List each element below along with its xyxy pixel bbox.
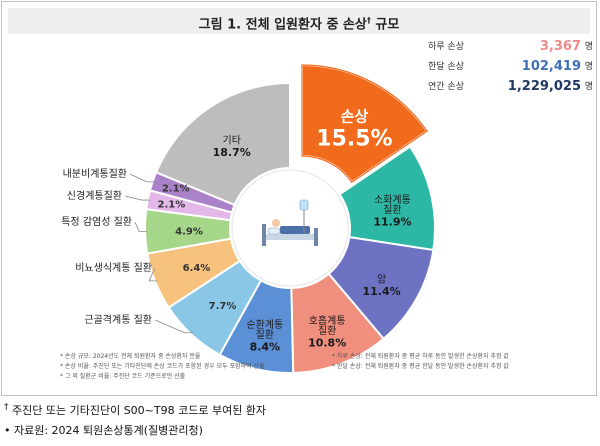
stat-row: 연간 손상 1,229,025 명 (428, 77, 593, 97)
value-label: 8.4% (250, 340, 281, 353)
highlight-outline (301, 64, 428, 184)
category-label: 질환 (318, 325, 336, 337)
category-label: 호흡계통 (309, 314, 346, 327)
figure-title-text: 그림 1. 전체 입원환자 중 손상 (198, 17, 367, 33)
footer-note-marker: † (4, 402, 9, 413)
stat-label: 한달 손상 (428, 62, 464, 72)
category-label: 순환계통 (246, 319, 283, 331)
category-label: 신경계통질환 (67, 189, 122, 202)
donut-slice (154, 81, 291, 207)
category-label: 기타 (223, 135, 241, 147)
category-label: 특정 감염성 질환 (61, 216, 132, 228)
stat-value: 102,419 (521, 59, 581, 74)
value-label: 11.4% (362, 285, 400, 298)
value-label: 2.1% (158, 200, 186, 211)
stat-value: 1,229,025 (507, 79, 581, 94)
value-label: 4.9% (175, 226, 203, 237)
stat-unit: 명 (584, 82, 593, 92)
category-label: 소화계통 (374, 194, 411, 206)
value-label: 11.9% (373, 215, 411, 228)
value-label: 2.1% (162, 184, 190, 195)
leader-lines (124, 173, 193, 334)
value-label: 18.7% (213, 146, 251, 159)
stat-label: 하루 손상 (428, 42, 464, 52)
hospital-bed-icon (262, 199, 318, 246)
category-label: 내분비계통질환 (63, 168, 127, 180)
stat-unit: 명 (584, 42, 593, 52)
footer-note-text: 주진단 또는 기타진단이 S00~T98 코드로 부여된 환자 (12, 404, 267, 417)
value-label: 10.8% (308, 337, 346, 350)
leader-line (154, 319, 193, 334)
footnote-line: * 하루 손상: 전체 퇴원환자 중 평균 하루 동안 발생한 손상환자 추정 … (332, 353, 509, 360)
donut-chart: 손상15.5%소화계통질환11.9%암11.4%호흡계통질환10.8%순환계통질… (61, 63, 436, 374)
slice-labels: 손상15.5%소화계통질환11.9%암11.4%호흡계통질환10.8%순환계통질… (61, 108, 411, 354)
footnote-line: * 손상 규모: 2024년도 전체 퇴원환자 중 손상환자 분율 (60, 353, 201, 360)
value-label: 7.7% (209, 301, 237, 312)
injury-stats-panel: 하루 손상 3,367 명 한달 손상 102,419 명 연간 손상 1,229,025 명 (428, 37, 593, 97)
category-label: 질환 (383, 204, 401, 216)
leader-line (134, 221, 148, 232)
category-label: 질환 (256, 329, 274, 341)
leader-line (129, 173, 155, 183)
stat-row: 한달 손상 102,419 명 (428, 57, 593, 77)
value-label: 15.5% (316, 126, 392, 151)
category-label: 손상 (341, 108, 369, 126)
figure-title-marker: † (366, 16, 371, 25)
notes-left: * 손상 규모: 2024년도 전체 퇴원환자 중 손상환자 분율 * 손상 비율… (60, 352, 265, 382)
figure-title-suffix: 규모 (375, 17, 400, 33)
stat-row: 하루 손상 3,367 명 (428, 37, 593, 57)
leader-line (148, 267, 158, 282)
category-label: 근골격계통 질환 (84, 313, 152, 326)
leader-line (124, 195, 150, 201)
figure-title: 그림 1. 전체 입원환자 중 손상† 규모 (8, 8, 590, 34)
value-label: 6.4% (183, 263, 211, 274)
stat-label: 연간 손상 (428, 82, 464, 92)
footnote-line: * 그 외 질환군 비율: 주진단 코드 기준으로만 산출 (60, 373, 186, 380)
stat-value: 3,367 (539, 39, 581, 54)
footnote-line: * 손상 비율: 주진단 또는 기타진단에 손상 코드가 포함된 경우 모두 포… (60, 363, 265, 370)
footer-note: † 주진단 또는 기타진단이 S00~T98 코드로 부여된 환자 (4, 402, 266, 418)
notes-right: * 하루 손상: 전체 퇴원환자 중 평균 하루 동안 발생한 손상환자 추정 … (332, 352, 509, 372)
figure-frame (1, 1, 597, 396)
footnote-line: * 한달 손상: 전체 퇴원환자 중 평균 한달 동안 발생한 손상환자 추정 … (332, 363, 509, 370)
stat-unit: 명 (584, 62, 593, 72)
footer-source: • 자료원: 2024 퇴원손상통계(질병관리청) (4, 422, 203, 438)
footer-source-text: 자료원: 2024 퇴원손상통계(질병관리청) (14, 424, 203, 437)
category-label: 암 (377, 273, 386, 285)
category-label: 비뇨생식계통 질환 (75, 262, 152, 274)
footer-source-marker: • (4, 424, 11, 437)
